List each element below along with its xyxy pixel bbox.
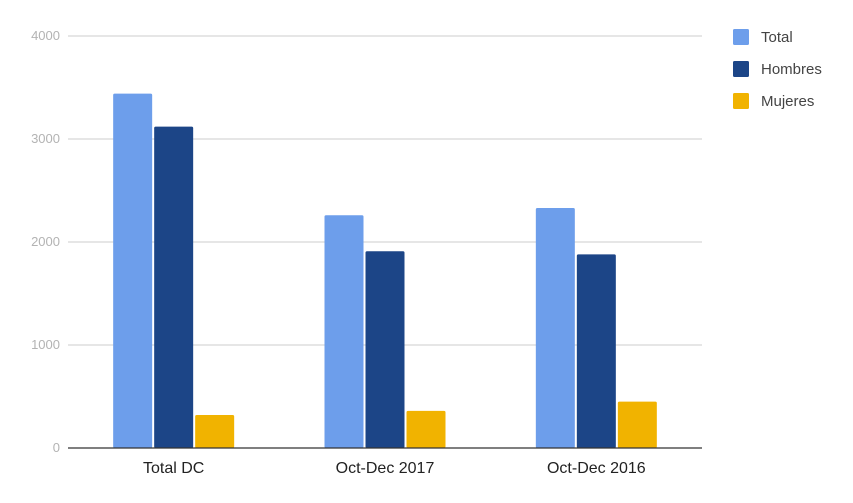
x-category-label-0: Total DC (143, 460, 204, 477)
y-tick-label-3000: 3000 (31, 131, 60, 146)
legend: Total Hombres Mujeres (733, 29, 822, 110)
bar-hombres-0 (154, 126, 194, 448)
bar-hombres-2 (576, 254, 616, 448)
y-tick-label-4000: 4000 (31, 28, 60, 43)
legend-swatch-total (733, 29, 749, 45)
y-tick-label-2000: 2000 (31, 234, 60, 249)
bars (113, 93, 657, 449)
x-axis-categories: Total DC Oct-Dec 2017 Oct-Dec 2016 (143, 460, 646, 477)
bar-mujeres-0 (195, 415, 235, 448)
legend-swatch-hombres (733, 61, 749, 77)
bar-total-2 (535, 208, 575, 448)
y-tick-label-0: 0 (53, 440, 60, 455)
legend-label-hombres: Hombres (761, 61, 822, 78)
legend-swatch-mujeres (733, 93, 749, 109)
legend-item-total: Total (733, 29, 793, 46)
legend-label-mujeres: Mujeres (761, 93, 814, 110)
bar-mujeres-1 (406, 410, 446, 448)
bar-total-0 (113, 93, 153, 449)
legend-label-total: Total (761, 29, 793, 46)
y-tick-label-1000: 1000 (31, 337, 60, 352)
bar-hombres-1 (365, 251, 405, 448)
bar-mujeres-2 (617, 401, 657, 448)
legend-item-mujeres: Mujeres (733, 93, 814, 110)
legend-item-hombres: Hombres (733, 61, 822, 78)
x-category-label-2: Oct-Dec 2016 (547, 460, 646, 477)
x-category-label-1: Oct-Dec 2017 (336, 460, 435, 477)
y-axis-ticks: 0 1000 2000 3000 4000 (31, 28, 60, 455)
bar-total-1 (324, 215, 364, 448)
